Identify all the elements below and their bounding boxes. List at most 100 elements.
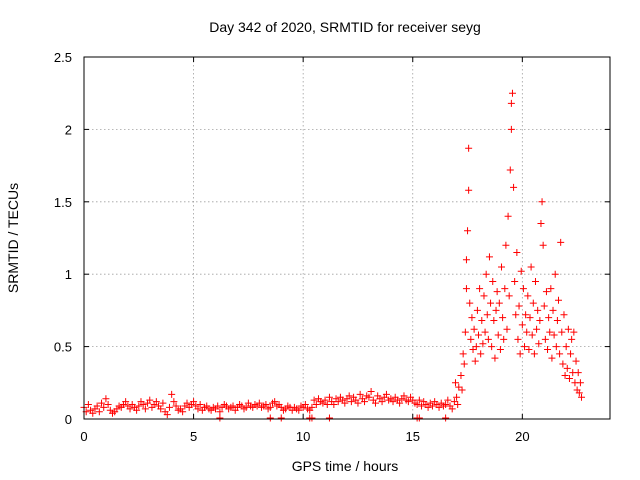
x-tick-label: 20 — [515, 429, 529, 444]
data-point — [576, 379, 584, 387]
data-point — [464, 227, 472, 235]
data-point — [468, 314, 476, 322]
data-point — [496, 345, 504, 353]
data-point — [575, 389, 583, 397]
data-point — [371, 399, 379, 407]
data-point — [491, 354, 499, 362]
data-point — [551, 270, 559, 278]
data-point — [503, 325, 511, 333]
data-point — [454, 401, 462, 409]
data-point — [330, 401, 338, 409]
x-tick-label: 15 — [406, 429, 420, 444]
data-point — [104, 401, 112, 409]
data-point — [511, 277, 519, 285]
data-point — [266, 414, 274, 422]
data-point — [478, 317, 486, 325]
data-point — [442, 401, 450, 409]
data-point — [522, 311, 530, 319]
data-point — [500, 335, 508, 343]
data-point — [172, 402, 180, 410]
data-point — [229, 402, 237, 410]
data-point — [565, 374, 573, 382]
data-point — [495, 299, 503, 307]
data-point — [563, 364, 571, 372]
tick-layer: 0 5 10 15 20 0 0.5 1 1.5 2 2.5 — [54, 50, 610, 444]
data-point — [378, 398, 386, 406]
data-point — [216, 414, 224, 422]
data-point — [459, 350, 467, 358]
data-point — [146, 396, 154, 404]
data-point — [481, 328, 489, 336]
y-tick-label: 1.5 — [54, 195, 72, 210]
data-point — [216, 408, 224, 416]
data-point — [428, 402, 436, 410]
data-point — [548, 354, 556, 362]
data-point — [483, 311, 491, 319]
data-point — [325, 414, 333, 422]
data-point — [102, 395, 110, 403]
data-point — [361, 398, 369, 406]
y-tick-label: 0.5 — [54, 340, 72, 355]
data-point — [538, 198, 546, 206]
x-tick-label: 5 — [190, 429, 197, 444]
data-point — [255, 399, 263, 407]
data-point — [542, 288, 550, 296]
data-point — [133, 406, 141, 414]
data-point — [356, 390, 364, 398]
data-point — [413, 401, 421, 409]
chart-title: Day 342 of 2020, SRMTID for receiver sey… — [209, 19, 481, 35]
data-point — [152, 398, 160, 406]
data-point — [558, 328, 566, 336]
data-point — [457, 372, 465, 380]
data-point — [477, 350, 485, 358]
data-point — [323, 401, 331, 409]
data-point — [513, 248, 521, 256]
data-point — [262, 401, 270, 409]
data-point — [510, 183, 518, 191]
data-point — [295, 406, 303, 414]
data-point — [540, 302, 548, 310]
data-point — [312, 401, 320, 409]
data-point — [472, 343, 480, 351]
data-point — [521, 343, 529, 351]
data-point — [550, 331, 558, 339]
data-point — [139, 401, 147, 409]
data-point — [400, 392, 408, 400]
data-point — [418, 402, 426, 410]
data-point — [310, 396, 318, 404]
data-point — [470, 325, 478, 333]
data-point — [271, 398, 279, 406]
data-point — [100, 403, 108, 411]
data-point — [141, 405, 149, 413]
data-point — [541, 335, 549, 343]
data-point — [526, 314, 534, 322]
data-point — [183, 399, 191, 407]
data-point — [157, 405, 165, 413]
data-point — [341, 399, 349, 407]
data-point — [564, 325, 572, 333]
data-point — [572, 357, 580, 365]
data-point — [462, 256, 470, 264]
data-point — [480, 292, 488, 300]
data-point — [190, 398, 198, 406]
data-point — [242, 403, 250, 411]
data-point — [396, 399, 404, 407]
data-point — [518, 321, 526, 329]
data-point — [533, 325, 541, 333]
data-point — [168, 390, 176, 398]
y-tick-label: 2 — [65, 122, 72, 137]
data-point — [415, 396, 423, 404]
data-point — [525, 345, 533, 353]
y-tick-label: 0 — [65, 412, 72, 427]
data-point — [365, 393, 373, 401]
data-point — [347, 398, 355, 406]
data-point — [529, 299, 537, 307]
points-layer — [80, 89, 586, 422]
data-point — [512, 311, 520, 319]
data-point — [499, 314, 507, 322]
data-point — [308, 403, 316, 411]
data-point — [325, 393, 333, 401]
data-point — [570, 328, 578, 336]
data-point — [163, 411, 171, 419]
